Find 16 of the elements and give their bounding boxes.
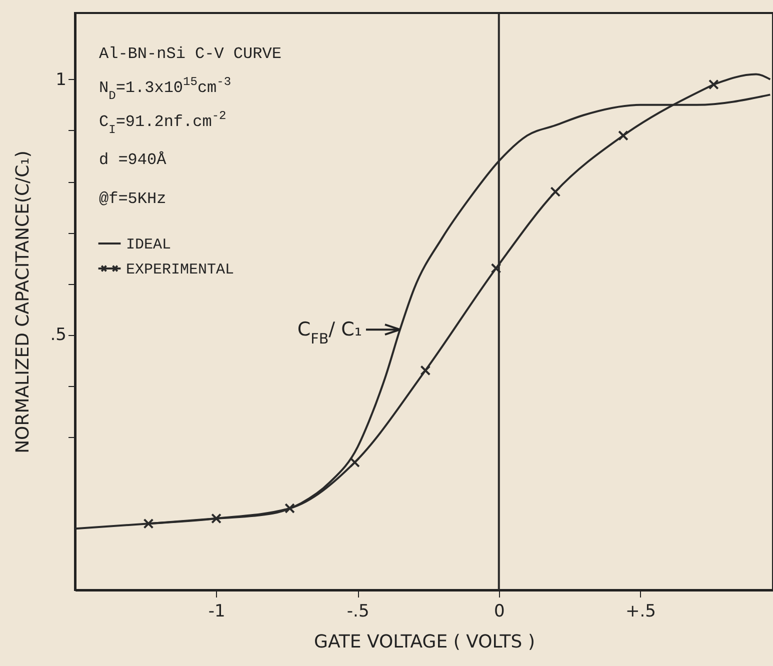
annotation: Al-BN-nSi C-V CURVE	[99, 45, 282, 63]
annotation: C$_{FB}$/ C₁	[297, 318, 362, 348]
y-tick-label: 1	[56, 70, 66, 90]
x-axis-title: GATE VOLTAGE ( VOLTS )	[314, 632, 535, 652]
x-tick-label: 0	[494, 602, 505, 622]
legend-label: EXPERIMENTAL	[126, 262, 234, 278]
y-axis-title: NORMALIZED CAPACITANCE(C/C₁)	[12, 150, 34, 454]
annotation: C$_{I}$=91.2nf.cm$^{-2}$	[99, 109, 226, 137]
x-tick-label: +.5	[625, 602, 656, 622]
x-tick-label: -.5	[346, 602, 370, 622]
annotation: @f=5KHz	[99, 190, 166, 208]
annotation: N$_{D}$=1.3x10$^{15}$cm$^{-3}$	[99, 75, 232, 103]
y-tick-label: .5	[50, 325, 66, 346]
legend-label: IDEAL	[126, 236, 172, 254]
annotation: d =940Å	[99, 151, 167, 169]
x-tick-label: -1	[208, 602, 226, 622]
